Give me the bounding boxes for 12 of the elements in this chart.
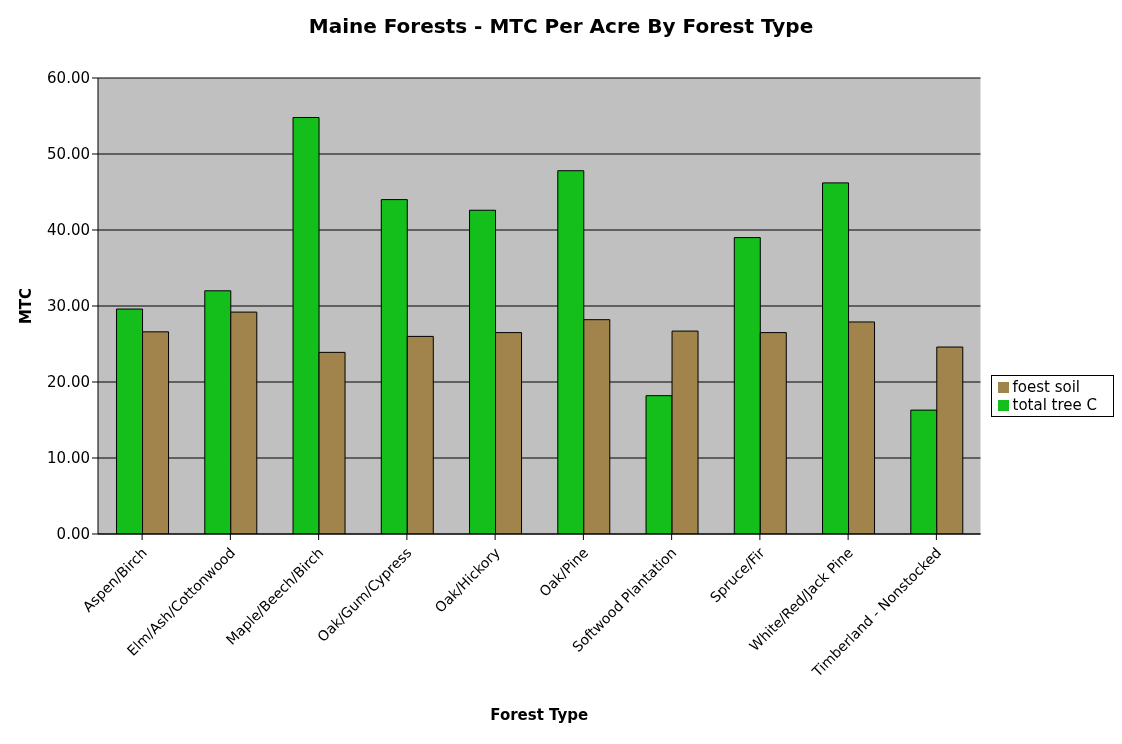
chart-title: Maine Forests - MTC Per Acre By Forest Type	[307, 13, 815, 40]
y-tick-label: 50.00	[47, 145, 90, 164]
y-tick-label: 40.00	[47, 221, 90, 240]
legend-label: foest soil	[1012, 378, 1080, 396]
y-tick-label: 10.00	[47, 449, 90, 468]
x-axis-title: Forest Type	[490, 706, 589, 724]
y-tick-label: 60.00	[47, 69, 90, 88]
y-axis-title: MTC	[17, 287, 36, 325]
y-tick-label: 0.00	[56, 525, 90, 544]
y-tick-label: 20.00	[47, 373, 90, 392]
y-tick-label: 30.00	[47, 297, 90, 316]
legend-label: total tree C	[1012, 396, 1097, 414]
